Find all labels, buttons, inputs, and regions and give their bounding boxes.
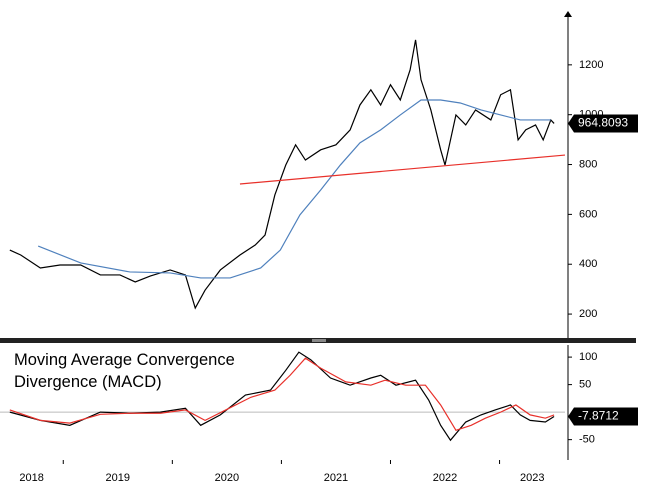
series-line bbox=[9, 39, 555, 310]
y-tick-label: 200 bbox=[579, 308, 597, 320]
y-tick-label: 100 bbox=[579, 351, 597, 363]
separator-handle bbox=[312, 339, 326, 342]
series-line bbox=[9, 351, 555, 442]
y-tick-label: 1200 bbox=[579, 59, 603, 71]
series-line bbox=[37, 99, 551, 279]
last-value-label: 964.8093 bbox=[578, 116, 628, 130]
series-line bbox=[9, 357, 555, 432]
last-value-box bbox=[568, 407, 638, 426]
last-value-label: -7.8712 bbox=[578, 409, 619, 423]
y-tick-label: 50 bbox=[579, 379, 591, 391]
x-tick-label: 2022 bbox=[433, 472, 457, 484]
x-tick-label: 2020 bbox=[215, 472, 239, 484]
macd-title: Moving Average Convergence Divergence (M… bbox=[14, 351, 235, 391]
y-tick-label: 400 bbox=[579, 258, 597, 270]
axis-arrow bbox=[564, 11, 572, 17]
x-tick-label: 2019 bbox=[106, 472, 130, 484]
y-tick-label: 600 bbox=[579, 208, 597, 220]
last-value-box bbox=[568, 114, 638, 133]
series-line bbox=[239, 154, 566, 185]
y-tick-label: 800 bbox=[579, 158, 597, 170]
x-tick-label: 2018 bbox=[19, 472, 43, 484]
y-tick-label: -50 bbox=[579, 434, 595, 446]
x-tick-label: 2023 bbox=[520, 472, 544, 484]
x-tick-label: 2021 bbox=[324, 472, 348, 484]
